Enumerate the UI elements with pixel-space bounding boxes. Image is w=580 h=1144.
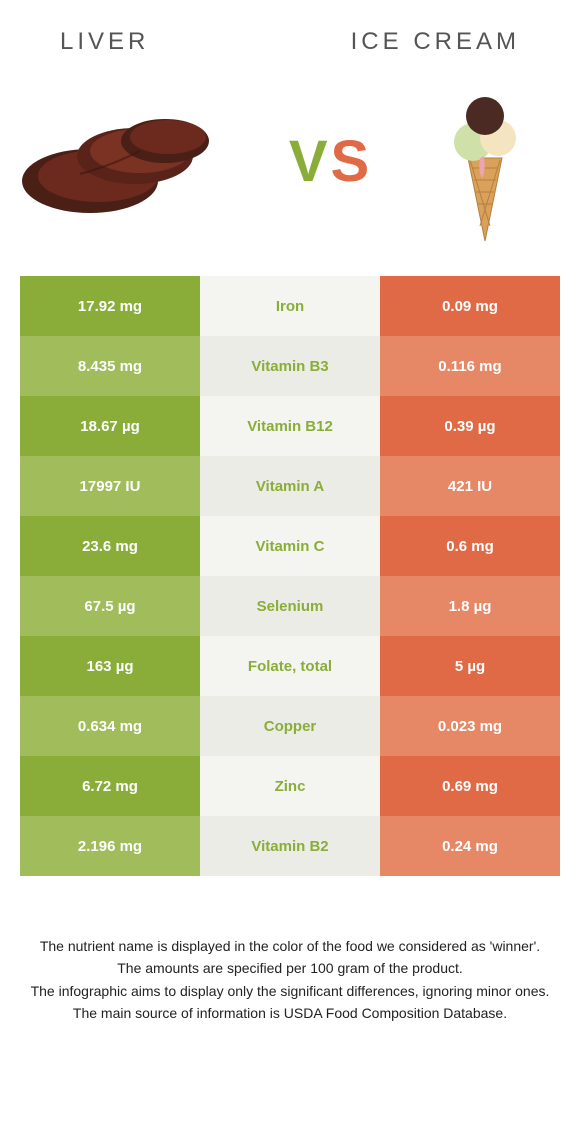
footer-line: The main source of information is USDA F… bbox=[20, 1003, 560, 1023]
nutrient-label: Vitamin B3 bbox=[200, 336, 380, 396]
footer-notes: The nutrient name is displayed in the co… bbox=[0, 876, 580, 1023]
right-value: 0.24 mg bbox=[380, 816, 560, 876]
table-row: 67.5 µgSelenium1.8 µg bbox=[20, 576, 560, 636]
header: Liver Ice cream bbox=[0, 0, 580, 66]
icecream-image bbox=[440, 76, 530, 246]
table-row: 6.72 mgZinc0.69 mg bbox=[20, 756, 560, 816]
left-value: 2.196 mg bbox=[20, 816, 200, 876]
left-value: 17.92 mg bbox=[20, 276, 200, 336]
nutrient-label: Vitamin B12 bbox=[200, 396, 380, 456]
vs-label: V S bbox=[289, 128, 371, 195]
nutrient-label: Vitamin A bbox=[200, 456, 380, 516]
right-value: 0.023 mg bbox=[380, 696, 560, 756]
icecream-icon bbox=[440, 76, 530, 246]
table-row: 163 µgFolate, total5 µg bbox=[20, 636, 560, 696]
nutrient-label: Iron bbox=[200, 276, 380, 336]
liver-icon bbox=[20, 96, 220, 226]
table-row: 2.196 mgVitamin B20.24 mg bbox=[20, 816, 560, 876]
right-value: 0.116 mg bbox=[380, 336, 560, 396]
footer-line: The infographic aims to display only the… bbox=[20, 981, 560, 1001]
right-value: 0.09 mg bbox=[380, 276, 560, 336]
left-value: 67.5 µg bbox=[20, 576, 200, 636]
nutrient-label: Folate, total bbox=[200, 636, 380, 696]
right-value: 421 IU bbox=[380, 456, 560, 516]
left-value: 163 µg bbox=[20, 636, 200, 696]
vs-v: V bbox=[289, 128, 330, 195]
table-row: 23.6 mgVitamin C0.6 mg bbox=[20, 516, 560, 576]
left-value: 23.6 mg bbox=[20, 516, 200, 576]
right-value: 0.6 mg bbox=[380, 516, 560, 576]
nutrient-table: 17.92 mgIron0.09 mg8.435 mgVitamin B30.1… bbox=[20, 276, 560, 876]
vs-s: S bbox=[331, 128, 372, 195]
nutrient-label: Copper bbox=[200, 696, 380, 756]
table-row: 17997 IUVitamin A421 IU bbox=[20, 456, 560, 516]
liver-image bbox=[20, 96, 220, 226]
hero-row: V S bbox=[0, 66, 580, 276]
table-row: 0.634 mgCopper0.023 mg bbox=[20, 696, 560, 756]
table-row: 8.435 mgVitamin B30.116 mg bbox=[20, 336, 560, 396]
left-value: 8.435 mg bbox=[20, 336, 200, 396]
right-value: 1.8 µg bbox=[380, 576, 560, 636]
footer-line: The nutrient name is displayed in the co… bbox=[20, 936, 560, 956]
nutrient-label: Selenium bbox=[200, 576, 380, 636]
left-value: 6.72 mg bbox=[20, 756, 200, 816]
food-title-right: Ice cream bbox=[351, 28, 520, 56]
food-title-left: Liver bbox=[60, 28, 149, 56]
nutrient-label: Zinc bbox=[200, 756, 380, 816]
footer-line: The amounts are specified per 100 gram o… bbox=[20, 958, 560, 978]
left-value: 0.634 mg bbox=[20, 696, 200, 756]
nutrient-label: Vitamin B2 bbox=[200, 816, 380, 876]
right-value: 0.69 mg bbox=[380, 756, 560, 816]
table-row: 17.92 mgIron0.09 mg bbox=[20, 276, 560, 336]
nutrient-label: Vitamin C bbox=[200, 516, 380, 576]
right-value: 0.39 µg bbox=[380, 396, 560, 456]
left-value: 18.67 µg bbox=[20, 396, 200, 456]
right-value: 5 µg bbox=[380, 636, 560, 696]
left-value: 17997 IU bbox=[20, 456, 200, 516]
table-row: 18.67 µgVitamin B120.39 µg bbox=[20, 396, 560, 456]
